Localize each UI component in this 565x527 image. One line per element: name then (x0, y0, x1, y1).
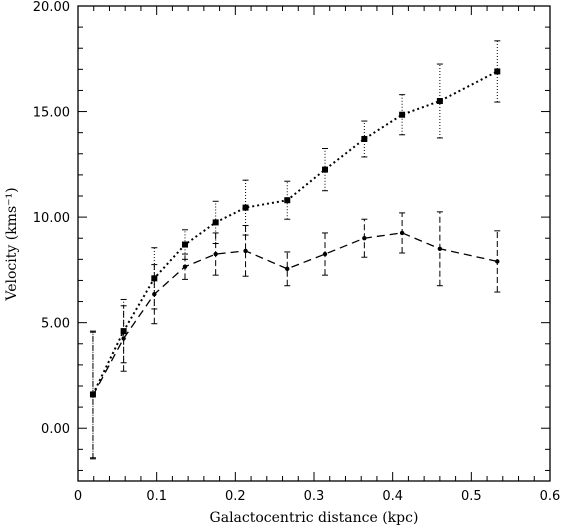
series-line (92, 70, 498, 395)
series-line (92, 232, 498, 396)
x-tick-label: 0 (74, 489, 82, 504)
data-point (285, 266, 290, 272)
data-point (90, 393, 96, 398)
data-point (399, 111, 406, 118)
data-point (362, 236, 367, 241)
y-tick-label: 5.00 (41, 317, 70, 332)
data-point (121, 336, 126, 341)
x-tick-label: 0.4 (382, 489, 403, 504)
data-point (152, 291, 157, 297)
data-point (322, 166, 329, 173)
x-tick-label: 0.2 (225, 489, 246, 504)
series-1 (89, 40, 501, 459)
data-point (212, 219, 219, 226)
data-point (495, 259, 500, 264)
data-point (284, 197, 291, 204)
y-axis-label: Velocity (kms⁻¹) (4, 187, 20, 301)
data-point (213, 251, 218, 257)
data-point (494, 68, 501, 75)
data-point (242, 204, 249, 211)
data-point (436, 98, 443, 104)
x-axis-label: Galactocentric distance (kpc) (210, 510, 419, 526)
x-tick-label: 0.6 (540, 489, 561, 504)
data-point (437, 246, 443, 251)
data-point (399, 230, 405, 236)
y-tick-label: 10.00 (33, 211, 70, 226)
data-point (182, 264, 188, 269)
x-tick-label: 0.3 (304, 489, 325, 504)
data-point (181, 241, 188, 248)
series-layer (89, 40, 501, 460)
y-tick-label: 0.00 (41, 422, 70, 437)
axes-group: 0 0.1 0.2 0.3 0.4 0.5 0.6 0.00 5.00 10.00 15.00 20.… (33, 0, 561, 504)
data-point (243, 248, 248, 254)
y-tick-label: 15.00 (33, 106, 70, 121)
x-tick-label: 0.1 (146, 489, 167, 504)
data-point (361, 136, 368, 142)
data-point (322, 251, 328, 257)
plot-frame (77, 5, 551, 482)
y-tick-label: 20.00 (33, 0, 70, 15)
x-tick-label: 0.5 (461, 489, 482, 504)
series-2 (89, 211, 501, 460)
